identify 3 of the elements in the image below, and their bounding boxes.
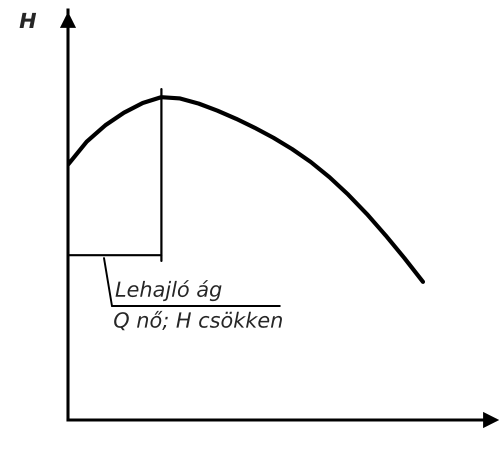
y-axis-title: H xyxy=(20,12,36,28)
annotation: Q nő; H csökken xyxy=(114,310,282,330)
annotation: Lehajló ág xyxy=(116,280,222,302)
